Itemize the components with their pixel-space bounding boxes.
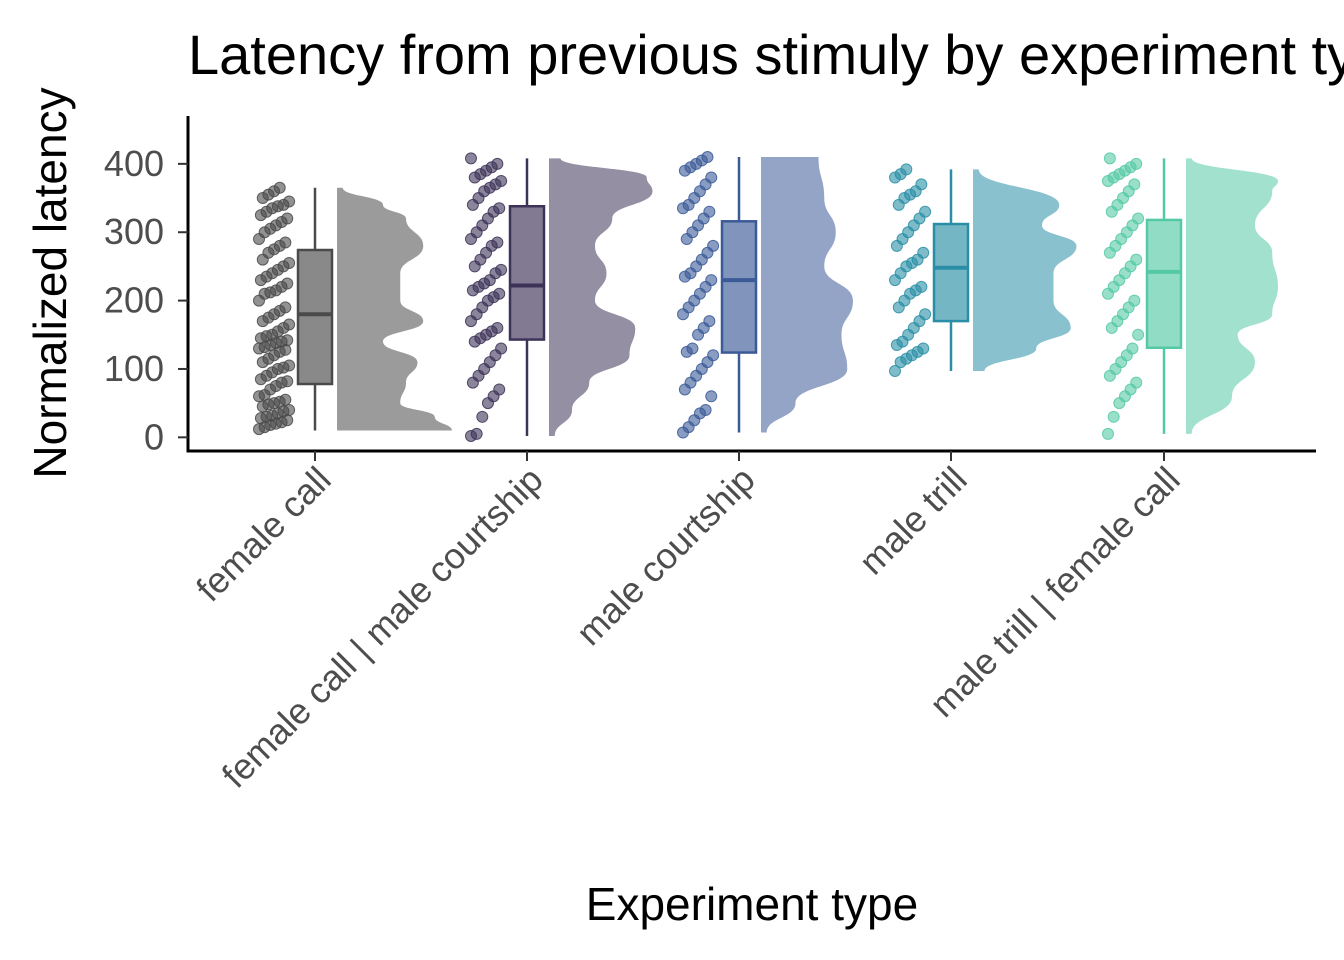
axes bbox=[186, 116, 1316, 453]
data-point bbox=[889, 365, 901, 378]
data-point bbox=[465, 152, 477, 165]
y-tick-label: 300 bbox=[104, 211, 164, 252]
data-point bbox=[703, 315, 716, 328]
data-point bbox=[699, 403, 712, 416]
raincloud-group bbox=[465, 152, 653, 442]
data-point bbox=[1128, 178, 1141, 191]
data-point bbox=[283, 318, 296, 331]
data-point bbox=[705, 274, 718, 287]
data-point bbox=[491, 321, 504, 334]
data-point bbox=[1130, 253, 1143, 266]
data-point bbox=[495, 263, 508, 276]
raincloud-group bbox=[889, 163, 1077, 378]
data-point bbox=[279, 236, 292, 249]
box bbox=[508, 204, 546, 341]
data-point bbox=[917, 246, 930, 259]
density-cloud bbox=[973, 169, 1077, 372]
data-point bbox=[900, 163, 913, 176]
data-point bbox=[476, 410, 489, 423]
data-point bbox=[493, 287, 506, 300]
data-point bbox=[495, 342, 508, 355]
data-point bbox=[919, 205, 932, 218]
data-point bbox=[1126, 342, 1139, 355]
box bbox=[296, 248, 334, 386]
x-tick-label: female call bbox=[188, 459, 339, 610]
x-tick-label: male courtship bbox=[568, 459, 763, 654]
data-point bbox=[493, 202, 506, 215]
data-point bbox=[705, 390, 718, 403]
data-point bbox=[686, 342, 699, 355]
plot-area bbox=[253, 151, 1278, 442]
data-point bbox=[281, 375, 294, 388]
data-point bbox=[707, 349, 720, 362]
data-point bbox=[1130, 157, 1143, 170]
y-tick-label: 0 bbox=[144, 416, 164, 457]
data-point bbox=[1107, 410, 1120, 423]
data-point bbox=[915, 280, 928, 293]
data-point bbox=[283, 359, 296, 372]
x-tick-label: male trill bbox=[851, 459, 975, 583]
data-point bbox=[917, 342, 930, 355]
box bbox=[720, 220, 758, 354]
density-cloud bbox=[337, 187, 452, 431]
data-point bbox=[283, 195, 296, 208]
data-point bbox=[495, 174, 508, 187]
data-point bbox=[283, 256, 296, 269]
data-point bbox=[1132, 212, 1145, 225]
data-point bbox=[919, 308, 932, 321]
box bbox=[932, 222, 970, 323]
data-point bbox=[705, 171, 718, 184]
density-cloud bbox=[761, 157, 853, 433]
data-point bbox=[493, 383, 506, 396]
data-point bbox=[1103, 152, 1116, 165]
data-point bbox=[1130, 376, 1143, 389]
data-point bbox=[283, 403, 296, 416]
y-axis-title: Normalized latency bbox=[24, 87, 76, 478]
box bbox=[1145, 218, 1183, 350]
data-point bbox=[707, 239, 720, 252]
raincloud-group bbox=[677, 151, 853, 439]
data-point bbox=[279, 301, 292, 314]
x-axis-title: Experiment type bbox=[586, 878, 918, 930]
density-cloud bbox=[549, 158, 653, 436]
data-point bbox=[279, 393, 292, 406]
raincloud-group bbox=[253, 181, 452, 436]
data-point bbox=[703, 205, 716, 218]
y-tick-label: 100 bbox=[104, 348, 164, 389]
chart-title: Latency from previous stimuly by experim… bbox=[188, 23, 1344, 86]
data-point bbox=[273, 181, 286, 194]
y-tick-label: 200 bbox=[104, 280, 164, 321]
data-point bbox=[491, 236, 504, 249]
data-point bbox=[281, 334, 294, 347]
data-point bbox=[1132, 328, 1145, 341]
data-point bbox=[915, 178, 928, 191]
data-point bbox=[1102, 427, 1114, 440]
data-point bbox=[281, 277, 294, 290]
density-cloud bbox=[1186, 158, 1278, 434]
data-point bbox=[491, 157, 504, 170]
raincloud-group bbox=[1102, 152, 1278, 440]
y-tick-label: 400 bbox=[104, 143, 164, 184]
data-point bbox=[281, 212, 294, 225]
data-point bbox=[470, 427, 483, 440]
data-point bbox=[1128, 294, 1141, 307]
data-point bbox=[701, 151, 714, 164]
